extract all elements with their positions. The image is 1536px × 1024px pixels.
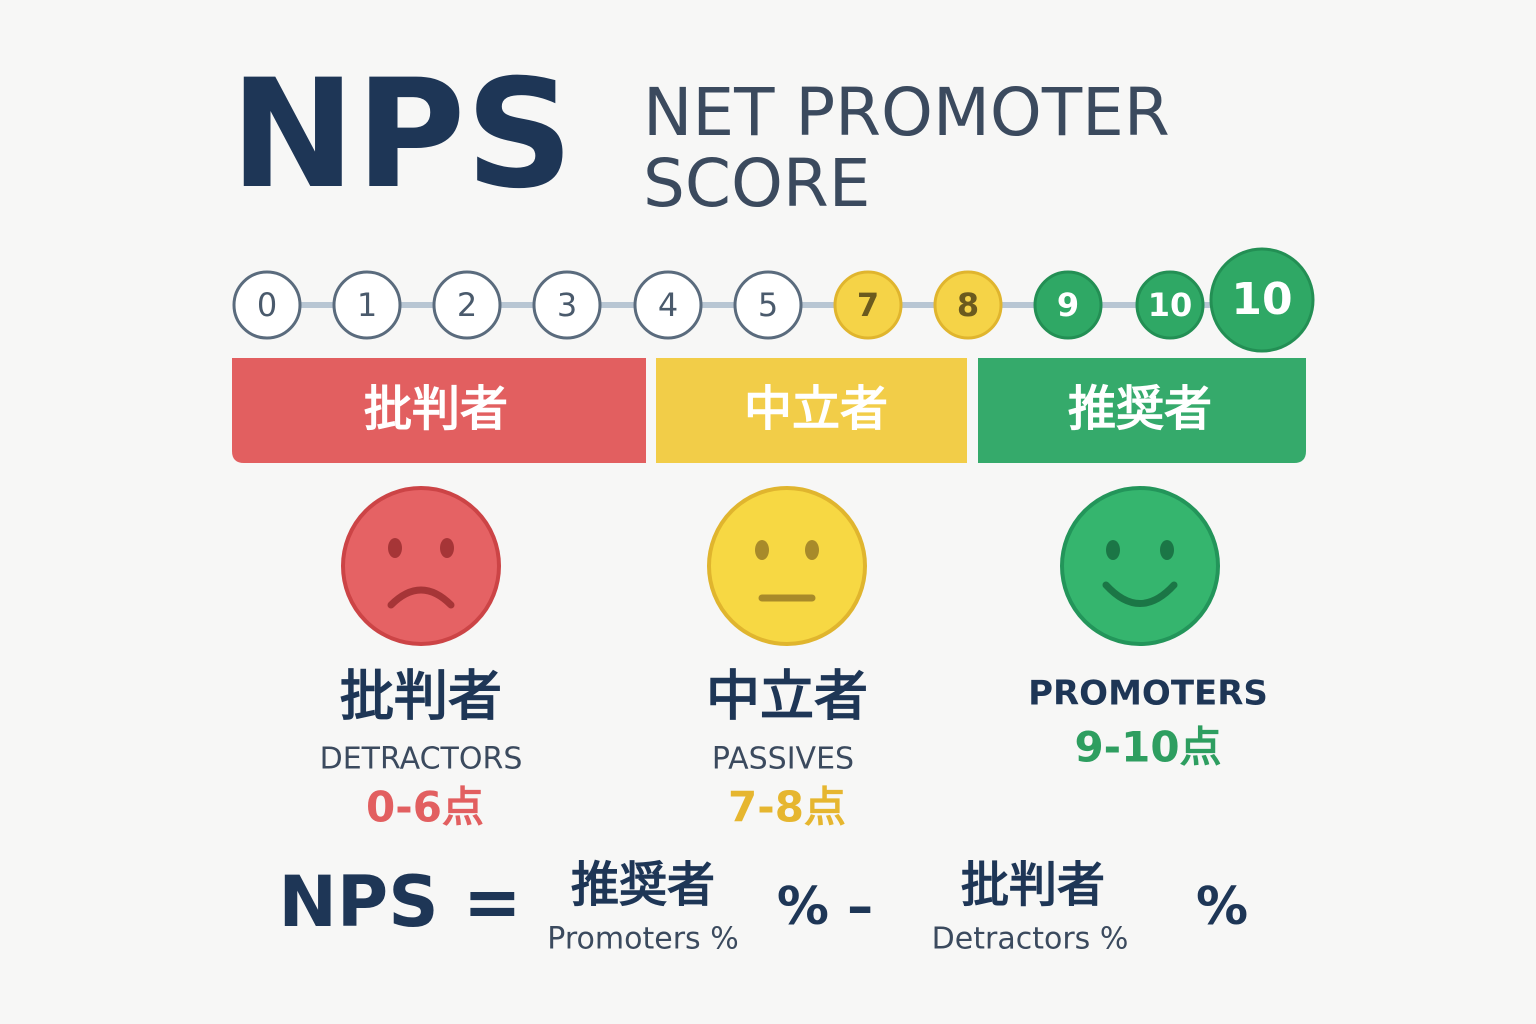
face-sad [341, 486, 501, 646]
scale: 0 1 2 3 4 5 7 8 9 10 10 [232, 247, 1315, 353]
band-detractors [232, 358, 646, 463]
scale-label: 4 [658, 286, 678, 324]
scale-label: 8 [957, 286, 979, 324]
formula-term: Detractors % [932, 922, 1129, 957]
band-label: 批判者 [364, 381, 508, 437]
group-label-ja: 中立者 [706, 665, 868, 728]
formula-lhs: NPS = [278, 861, 521, 943]
formula-term: 推奨者 [571, 857, 715, 913]
scale-circle [332, 270, 402, 340]
scale-circle [1209, 247, 1315, 353]
scale-label: 3 [557, 286, 577, 324]
scale-label: 10 [1148, 286, 1193, 324]
band-label: 中立者 [744, 381, 888, 437]
scale-circle [232, 270, 302, 340]
scale-label: 2 [457, 286, 477, 324]
scale-circle [933, 270, 1003, 340]
scale-circle [1033, 270, 1103, 340]
group-range: 9-10点 [1074, 723, 1221, 772]
band-passives [656, 358, 967, 463]
group-label-en: PASSIVES [712, 742, 854, 777]
scale-label: 7 [857, 286, 879, 324]
subtitle: SCORE [643, 145, 871, 222]
formula-operator: % – [777, 877, 873, 937]
scale-label: 10 [1231, 274, 1292, 325]
band-promoters [978, 358, 1306, 463]
group-label-en: DETRACTORS [320, 742, 523, 777]
scale-circle [733, 270, 803, 340]
scale-label: 1 [357, 286, 377, 324]
band-label: 推奨者 [1068, 381, 1212, 437]
formula-term: 批判者 [961, 857, 1105, 913]
scale-circle [432, 270, 502, 340]
scale-label: 9 [1057, 286, 1079, 324]
scale-label: 0 [257, 286, 277, 324]
subtitle: NET PROMOTER [643, 74, 1170, 151]
group-range: 0-6点 [366, 783, 484, 832]
face-happy [1060, 486, 1220, 646]
formula-term: Promoters % [547, 922, 738, 957]
title: NPS [230, 48, 574, 222]
group-label-ja: 批判者 [340, 665, 502, 728]
scale-circle [633, 270, 703, 340]
scale-circle [833, 270, 903, 340]
scale-circle [532, 270, 602, 340]
group-label-en: PROMOTERS [1028, 674, 1268, 714]
formula-operator: % [1196, 877, 1248, 937]
scale-label: 5 [758, 286, 778, 324]
face-neutral [707, 486, 867, 646]
scale-circle [1135, 270, 1205, 340]
group-range: 7-8点 [728, 783, 846, 832]
